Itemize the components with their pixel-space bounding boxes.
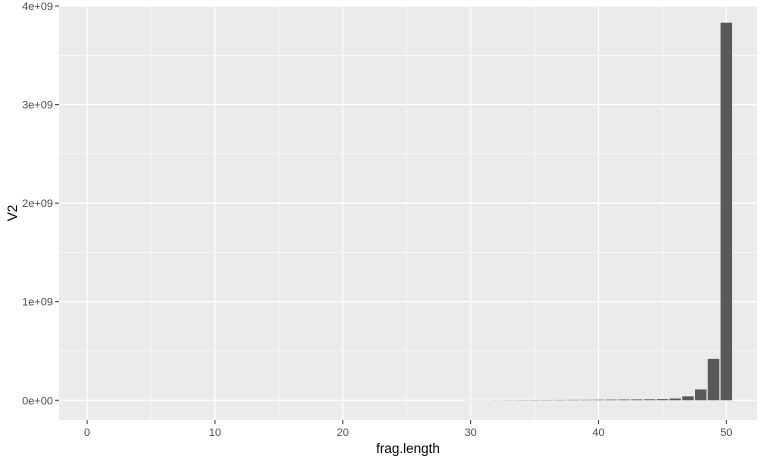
y-tick-label: 1e+09	[22, 297, 53, 309]
x-tick-label: 30	[465, 427, 477, 439]
bars	[464, 22, 733, 401]
bar	[694, 389, 707, 401]
bar	[669, 398, 681, 401]
x-tick-label: 40	[592, 427, 604, 439]
x-axis-title: frag.length	[376, 441, 440, 456]
bar	[682, 396, 694, 401]
y-tick-label: 0e+00	[22, 395, 53, 407]
panel-background	[59, 6, 757, 420]
bar	[707, 358, 720, 401]
gridlines	[59, 5, 757, 420]
y-tick-label: 4e+09	[22, 1, 53, 13]
x-axis: 0 10 20 30 40 50	[84, 420, 732, 439]
bar	[605, 399, 618, 401]
x-tick-label: 0	[84, 427, 90, 439]
bar	[631, 399, 643, 401]
y-tick-label: 3e+09	[22, 100, 53, 112]
y-axis: 0e+00 1e+09 2e+09 3e+09 4e+09	[22, 1, 59, 407]
x-tick-label: 20	[337, 427, 349, 439]
x-tick-label: 50	[720, 427, 732, 439]
bar	[592, 399, 605, 401]
y-axis-title: V2	[5, 205, 20, 222]
bar	[720, 22, 733, 401]
bar	[656, 399, 669, 401]
bar	[643, 399, 656, 401]
x-tick-label: 10	[209, 427, 221, 439]
bar	[618, 399, 630, 401]
y-tick-label: 2e+09	[22, 198, 53, 210]
